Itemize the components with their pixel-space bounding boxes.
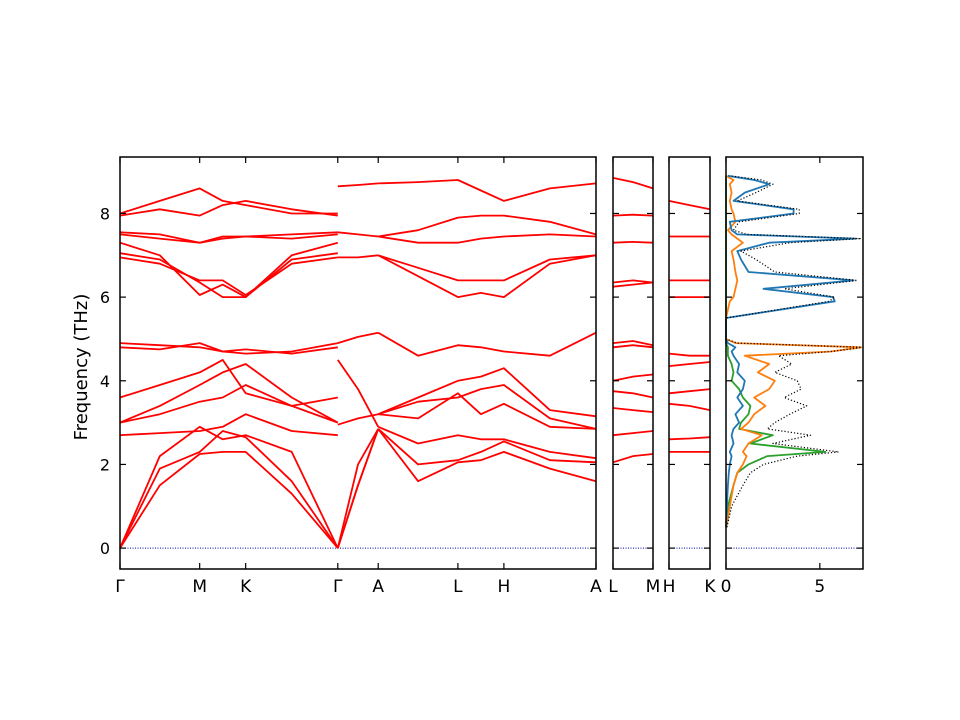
band-line-seg2-3 — [378, 392, 597, 430]
lm-band-line-5 — [612, 344, 654, 349]
band-line-seg2-1 — [377, 428, 597, 483]
band-line-seg0-6 — [119, 358, 338, 407]
band-line-seg2-0 — [377, 428, 597, 466]
hk-band-line-1 — [668, 436, 711, 441]
band-line-seg0-12 — [119, 233, 338, 244]
lm-band-line-10 — [612, 213, 654, 217]
band-line-seg0-2 — [119, 425, 339, 549]
band-line-seg2-2 — [377, 425, 597, 460]
band-line-seg2-5 — [377, 367, 597, 418]
main-axes-frame — [119, 156, 597, 570]
band-line-seg0-1 — [119, 430, 339, 549]
hk-band-line-5 — [668, 352, 710, 357]
band-line-seg2-10 — [378, 214, 597, 238]
lm-band-line-3 — [612, 390, 654, 399]
dos-series-line-2 — [725, 175, 862, 528]
dos-x-tick-label-5: 5 — [814, 577, 825, 597]
main-x-label-1: M — [192, 577, 207, 597]
band-structure-main-panel: 0 2 4 6 8 Γ M K Γ A L H A — [100, 156, 602, 597]
band-line-seg0-15 — [119, 187, 338, 215]
lm-band-line-7 — [612, 281, 654, 288]
y-tick-label-4: 4 — [100, 372, 110, 391]
band-line-seg1-7 — [337, 231, 379, 238]
lm-x-label-0: L — [608, 577, 618, 597]
y-tick-label-2: 2 — [100, 455, 110, 474]
band-line-seg1-5 — [337, 331, 379, 344]
hk-band-line-2 — [668, 402, 711, 411]
main-x-label-0: Γ — [115, 577, 125, 597]
y-tick-label-0: 0 — [100, 539, 110, 558]
y-tick-label-8: 8 — [100, 204, 110, 223]
lm-band-line-11 — [612, 177, 654, 190]
band-line-seg2-6 — [377, 331, 597, 357]
main-x-label-5: L — [453, 577, 463, 597]
main-x-label-2: K — [240, 577, 252, 597]
band-line-seg1-4 — [337, 413, 379, 426]
lm-band-line-6 — [612, 340, 654, 347]
main-x-label-3: Γ — [333, 577, 343, 597]
band-line-seg0-11 — [119, 241, 339, 299]
lm-band-line-4 — [612, 373, 654, 382]
hk-axes-frame — [668, 156, 711, 570]
band-line-seg2-8 — [377, 254, 597, 299]
lm-band-line-2 — [612, 407, 654, 413]
band-line-seg1-1 — [336, 428, 380, 549]
hk-band-line-4 — [668, 361, 711, 367]
band-line-seg2-7 — [377, 254, 597, 282]
band-line-seg0-5 — [119, 363, 339, 424]
lm-band-line-9 — [612, 240, 654, 244]
hk-x-label-0: H — [663, 577, 676, 597]
lm-x-label-1: M — [646, 577, 661, 597]
lm-band-line-8 — [612, 279, 654, 284]
band-line-seg0-9 — [119, 256, 338, 296]
main-x-label-4: A — [372, 577, 384, 597]
hk-band-line-9 — [668, 200, 711, 211]
band-line-seg1-3 — [337, 359, 379, 428]
band-line-seg2-4 — [377, 384, 597, 430]
dos-series-line-0 — [725, 175, 864, 528]
hk-x-label-1: K — [704, 577, 716, 597]
band-line-seg1-6 — [337, 254, 379, 259]
dos-series-line-1 — [725, 174, 857, 528]
band-line-seg0-14 — [119, 199, 338, 217]
band-line-seg1-2 — [336, 428, 379, 549]
y-tick-label-6: 6 — [100, 288, 110, 307]
dos-x-tick-label-0: 0 — [721, 577, 732, 597]
hk-band-line-3 — [668, 388, 711, 395]
band-line-seg1-8 — [337, 182, 379, 188]
lm-band-line-0 — [612, 453, 654, 464]
band-line-seg0-8 — [119, 342, 338, 355]
band-line-seg2-9 — [378, 233, 597, 244]
dos-series-line-3 — [725, 175, 827, 528]
lm-band-line-1 — [612, 430, 654, 437]
main-x-label-7: A — [590, 577, 602, 597]
band-line-seg0-13 — [119, 231, 338, 244]
band-line-seg0-0 — [119, 450, 339, 549]
y-axis-label: Frequency (THz) — [71, 294, 92, 441]
band-line-seg0-3 — [119, 413, 338, 437]
main-x-label-6: H — [497, 577, 510, 597]
lm-axes-frame — [612, 156, 654, 570]
dos-axes-frame — [725, 156, 864, 570]
band-line-seg2-11 — [378, 179, 597, 202]
band-line-seg0-10 — [119, 252, 338, 299]
